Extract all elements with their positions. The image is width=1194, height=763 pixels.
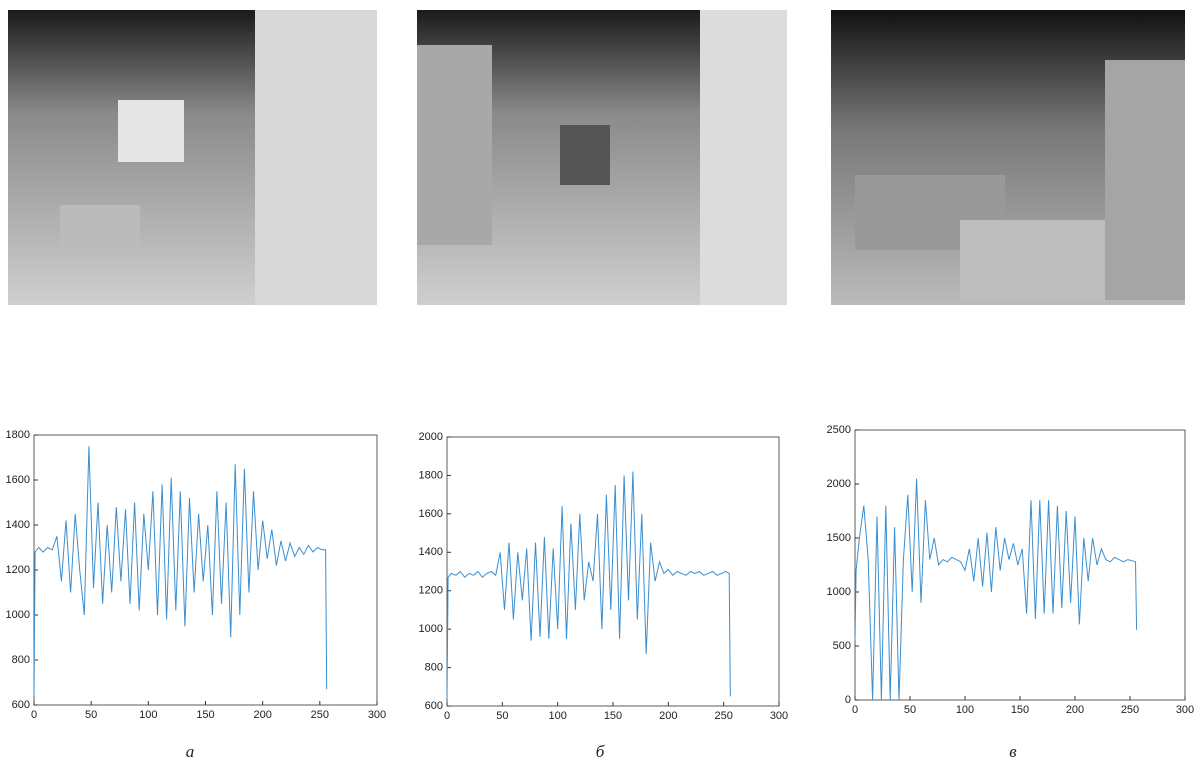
y-tick-label: 1400 (419, 546, 443, 558)
y-tick-label: 2500 (827, 424, 851, 436)
x-tick-label: 0 (31, 709, 37, 721)
x-tick-label: 0 (852, 704, 858, 716)
y-tick-label: 600 (12, 699, 30, 711)
data-line (854, 478, 1138, 701)
y-tick-label: 800 (425, 661, 443, 673)
x-tick-label: 100 (139, 709, 157, 721)
y-tick-label: 2000 (827, 478, 851, 490)
x-tick-label: 150 (196, 709, 214, 721)
y-tick-label: 1800 (419, 469, 443, 481)
y-tick-label: 500 (833, 640, 851, 652)
caption: в (1009, 742, 1017, 761)
x-tick-label: 300 (1176, 704, 1194, 716)
x-tick-label: 300 (770, 710, 788, 722)
x-tick-label: 150 (1011, 704, 1029, 716)
x-tick-label: 50 (904, 704, 916, 716)
thermal-image (831, 10, 1185, 305)
x-tick-label: 200 (1066, 704, 1084, 716)
caption: б (596, 742, 605, 761)
y-tick-label: 600 (425, 700, 443, 712)
plot-area (854, 429, 1186, 701)
y-tick-label: 1500 (827, 532, 851, 544)
y-tick-label: 1800 (6, 429, 30, 441)
y-tick-label: 1600 (6, 474, 30, 486)
x-tick-label: 50 (85, 709, 97, 721)
x-tick-label: 50 (496, 710, 508, 722)
x-tick-label: 200 (659, 710, 677, 722)
x-tick-label: 250 (311, 709, 329, 721)
y-tick-label: 1000 (6, 609, 30, 621)
y-tick-label: 1600 (419, 508, 443, 520)
x-tick-label: 100 (956, 704, 974, 716)
y-tick-label: 1000 (827, 586, 851, 598)
plot-area (33, 434, 378, 706)
plot-area (446, 436, 780, 707)
y-tick-label: 1200 (419, 585, 443, 597)
x-tick-label: 250 (1121, 704, 1139, 716)
y-tick-label: 0 (845, 694, 851, 706)
x-tick-label: 0 (444, 710, 450, 722)
y-tick-label: 1400 (6, 519, 30, 531)
y-tick-label: 1200 (6, 564, 30, 576)
x-tick-label: 300 (368, 709, 386, 721)
x-tick-label: 200 (253, 709, 271, 721)
x-tick-label: 100 (548, 710, 566, 722)
y-tick-label: 2000 (419, 431, 443, 443)
data-line (446, 471, 731, 699)
thermal-image (8, 10, 377, 305)
thermal-image (417, 10, 787, 305)
x-tick-label: 150 (604, 710, 622, 722)
y-tick-label: 1000 (419, 623, 443, 635)
x-tick-label: 250 (714, 710, 732, 722)
data-line (33, 446, 328, 697)
caption: а (186, 742, 195, 761)
y-tick-label: 800 (12, 654, 30, 666)
